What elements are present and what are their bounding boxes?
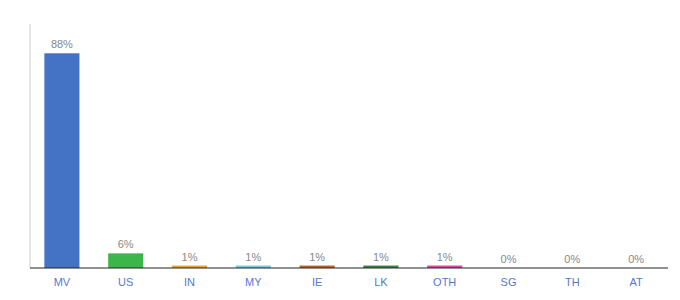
x-tick-label: MY xyxy=(245,276,262,288)
chart-container: 88% 6% 1% 1% 1% 1% 1% 0% 0% 0% MV US IN MY IE LK OTH SG TH… xyxy=(0,0,680,300)
x-tick-label: SG xyxy=(501,276,517,288)
chart-svg: 88% 6% 1% 1% 1% 1% 1% 0% 0% 0% MV US IN MY IE LK OTH SG TH… xyxy=(0,0,680,300)
data-label: 0% xyxy=(564,253,580,265)
bar xyxy=(44,53,79,268)
data-label: 0% xyxy=(501,253,517,265)
data-label: 1% xyxy=(182,251,198,263)
x-tick-label: IE xyxy=(312,276,322,288)
data-label: 1% xyxy=(309,251,325,263)
x-tick-label: IN xyxy=(184,276,195,288)
x-tick-label: AT xyxy=(629,276,643,288)
y-axis-line xyxy=(30,24,31,268)
data-label: 88% xyxy=(51,38,73,50)
bars xyxy=(44,53,462,268)
x-tick-label: LK xyxy=(374,276,388,288)
x-tick-label: TH xyxy=(565,276,580,288)
x-tick-label: US xyxy=(118,276,133,288)
x-tick-label: OTH xyxy=(433,276,456,288)
x-axis-line xyxy=(30,267,668,268)
data-label: 1% xyxy=(245,251,261,263)
x-tick-label: MV xyxy=(54,276,71,288)
data-label: 1% xyxy=(373,251,389,263)
data-label: 6% xyxy=(118,238,134,250)
data-label: 1% xyxy=(437,251,453,263)
bar xyxy=(108,253,143,268)
data-label: 0% xyxy=(628,253,644,265)
